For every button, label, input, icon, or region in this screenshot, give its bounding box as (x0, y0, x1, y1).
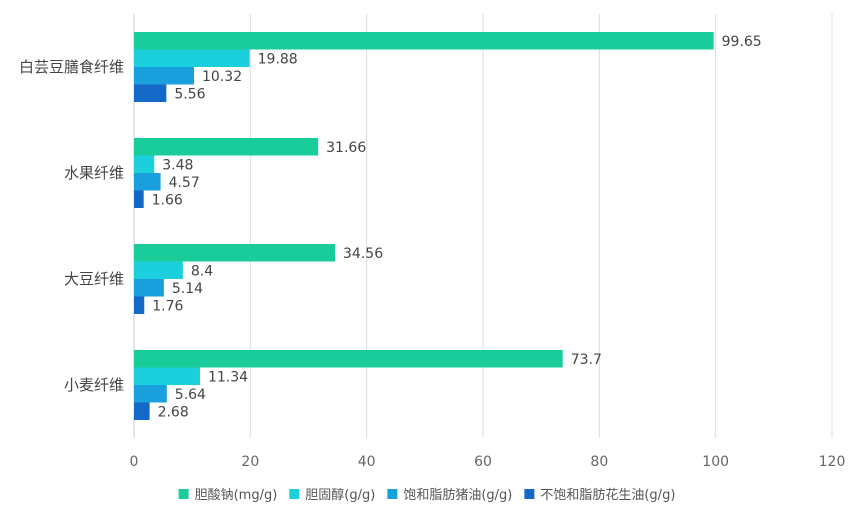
bar (134, 279, 164, 297)
legend-label: 胆固醇(g/g) (305, 487, 375, 503)
bar (134, 244, 336, 262)
bar (134, 261, 183, 279)
x-tick-label: 80 (590, 454, 608, 470)
data-label: 73.7 (571, 352, 602, 368)
legend-label: 不饱和脂肪花生油(g/g) (540, 487, 675, 503)
bar (134, 67, 195, 85)
bar (134, 402, 150, 420)
data-label: 5.64 (175, 387, 206, 403)
legend: 胆酸钠(mg/g) 胆固醇(g/g) 饱和脂肪猪油(g/g) 不饱和脂肪花生油(g/g… (178, 487, 675, 503)
x-tick-label: 20 (241, 454, 259, 470)
data-label: 19.88 (258, 51, 298, 67)
data-label: 8.4 (191, 263, 213, 279)
bar (134, 155, 155, 173)
data-label: 2.68 (158, 404, 189, 420)
data-label: 99.65 (722, 34, 762, 50)
bar (134, 385, 167, 403)
bar (134, 32, 714, 50)
data-label: 1.76 (152, 298, 183, 314)
data-label: 31.66 (326, 140, 366, 156)
data-label: 5.14 (172, 281, 203, 297)
bar (134, 138, 319, 156)
legend-swatch (289, 489, 300, 499)
data-label: 1.66 (152, 192, 183, 208)
category-label: 大豆纤维 (64, 270, 124, 288)
data-label: 34.56 (343, 246, 383, 262)
data-label: 11.34 (208, 369, 248, 385)
x-tick-label: 60 (474, 454, 492, 470)
legend-label: 胆酸钠(mg/g) (195, 488, 278, 503)
bar (134, 350, 563, 368)
bar (134, 190, 144, 208)
data-label: 3.48 (162, 157, 193, 173)
bar (134, 49, 250, 67)
category-label: 白芸豆膳食纤维 (19, 58, 124, 76)
data-label: 4.57 (169, 175, 200, 191)
data-label: 5.56 (174, 86, 205, 102)
bar (134, 84, 167, 102)
category-label: 水果纤维 (64, 164, 124, 182)
legend-swatch (178, 489, 189, 499)
category-label: 小麦纤维 (64, 376, 124, 394)
bar (134, 296, 145, 314)
legend-label: 饱和脂肪猪油(g/g) (403, 487, 512, 503)
x-tick-label: 120 (819, 454, 846, 470)
x-tick-label: 100 (702, 454, 729, 470)
legend-swatch (524, 489, 535, 499)
x-tick-label: 0 (130, 454, 139, 470)
data-label: 10.32 (202, 69, 242, 85)
bar (134, 173, 161, 191)
legend-swatch (387, 489, 398, 499)
bar (134, 367, 200, 385)
x-tick-label: 40 (358, 454, 376, 470)
